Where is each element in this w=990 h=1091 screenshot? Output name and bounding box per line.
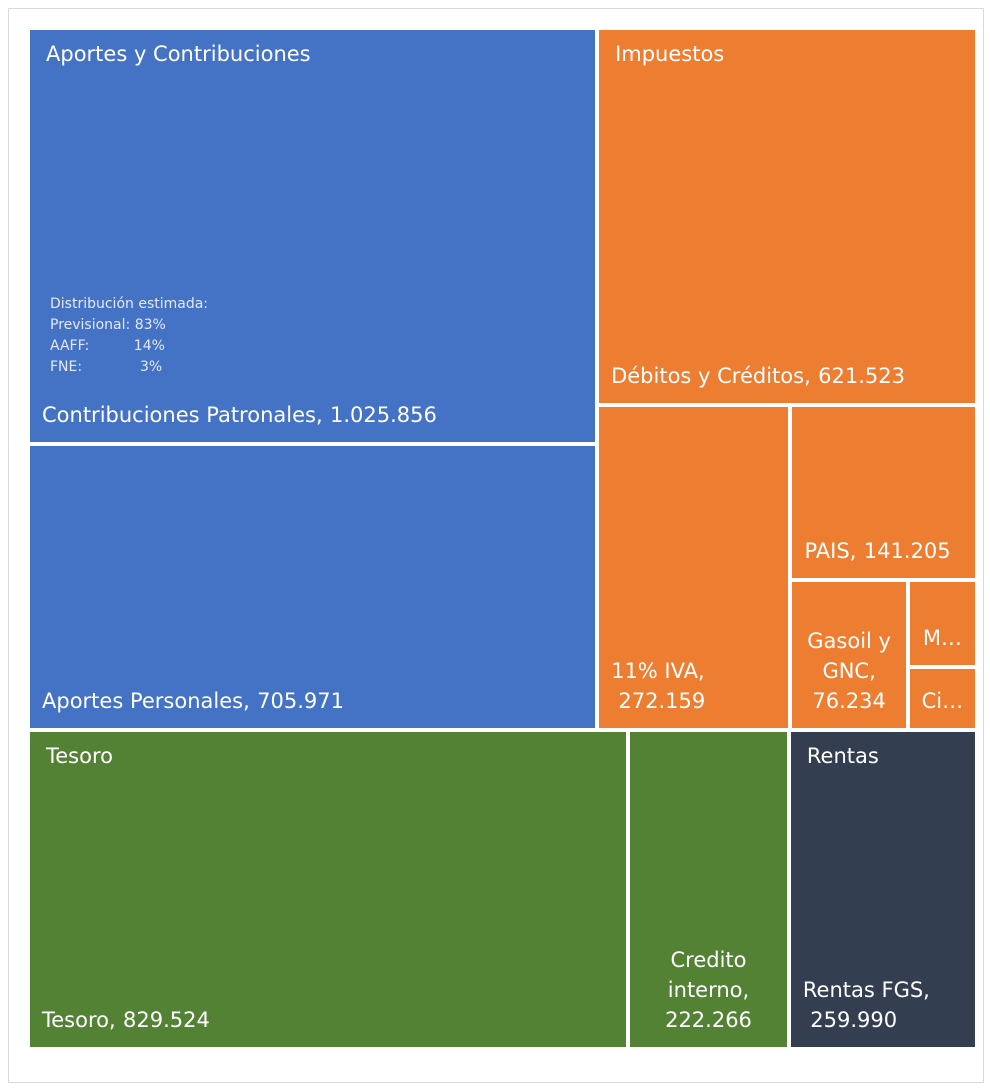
leaf-value: 272.159 — [618, 689, 706, 714]
leaf-value: 141.205 — [863, 539, 951, 564]
group-title: Rentas — [806, 744, 879, 769]
leaf-value: 621.523 — [818, 364, 905, 389]
group-title: Impuestos — [615, 42, 725, 66]
tile-label: Gasoil y GNC, 76.234 — [798, 626, 899, 716]
annotation-line: Previsional: 83% — [50, 316, 166, 333]
leaf-name: Aportes Personales, — [42, 689, 250, 714]
leaf-name: Credito interno, — [667, 947, 750, 1002]
leaf-value: 705.971 — [257, 689, 344, 714]
tile-label: Débitos y Créditos, 621.523 — [611, 361, 967, 391]
tile: Ci… — [907, 666, 977, 731]
leaf-name: Rentas FGS, — [802, 977, 930, 1002]
annotation: Distribución estimada: Previsional: 83% AA… — [50, 294, 208, 378]
tile-label: Contribuciones Patronales, 1.025.856 — [42, 400, 587, 430]
leaf-value: 259.990 — [810, 1007, 898, 1032]
tile-label: Credito interno, 222.266 — [636, 945, 781, 1035]
leaf-value: 222.266 — [665, 1007, 752, 1032]
annotation-line: FNE: 3% — [50, 358, 163, 375]
group-title: Aportes y Contribuciones — [46, 42, 311, 66]
tile: Rentas FGS, 259.990 — [788, 730, 977, 1049]
leaf-value: 829.524 — [123, 1007, 210, 1032]
tile-label: M… — [916, 623, 969, 653]
leaf-name: Débitos y Créditos, — [611, 364, 811, 389]
tile: Gasoil y GNC, 76.234 — [790, 580, 908, 731]
leaf-name: M… — [922, 625, 962, 650]
annotation-title: Distribución estimada: — [50, 295, 209, 312]
leaf-name: Gasoil y GNC, — [807, 629, 891, 684]
tile-label: Rentas FGS, 259.990 — [803, 975, 967, 1035]
tile-label: Aportes Personales, 705.971 — [42, 686, 587, 716]
tile: Contribuciones Patronales, 1.025.856 Distr… — [28, 28, 598, 444]
annotation-line: AAFF: 14% — [50, 337, 165, 354]
tile-label: PAIS, 141.205 — [804, 536, 967, 566]
leaf-name: Tesoro, — [42, 1007, 116, 1032]
leaf-value: 76.234 — [812, 689, 886, 714]
group-title: Tesoro — [46, 744, 113, 769]
leaf-name: Ci… — [921, 689, 964, 714]
tile: M… — [907, 580, 977, 667]
tile-label: 11% IVA, 272.159 — [611, 656, 780, 716]
tile: PAIS, 141.205 — [790, 405, 977, 581]
tile-label: Tesoro, 829.524 — [42, 1005, 618, 1035]
leaf-name: 11% IVA, — [611, 659, 705, 684]
tile: 11% IVA, 272.159 — [597, 405, 791, 731]
tile: Credito interno, 222.266 — [628, 730, 789, 1049]
tile: Débitos y Créditos, 621.523 — [597, 28, 977, 406]
tile: Aportes Personales, 705.971 — [28, 443, 598, 731]
leaf-name: PAIS, — [804, 539, 857, 564]
tile-label: Ci… — [916, 686, 969, 716]
tile: Tesoro, 829.524 — [28, 730, 629, 1049]
chart-frame — [8, 8, 984, 1083]
leaf-value: 1.025.856 — [329, 402, 437, 427]
leaf-name: Contribuciones Patronales, — [42, 402, 323, 427]
